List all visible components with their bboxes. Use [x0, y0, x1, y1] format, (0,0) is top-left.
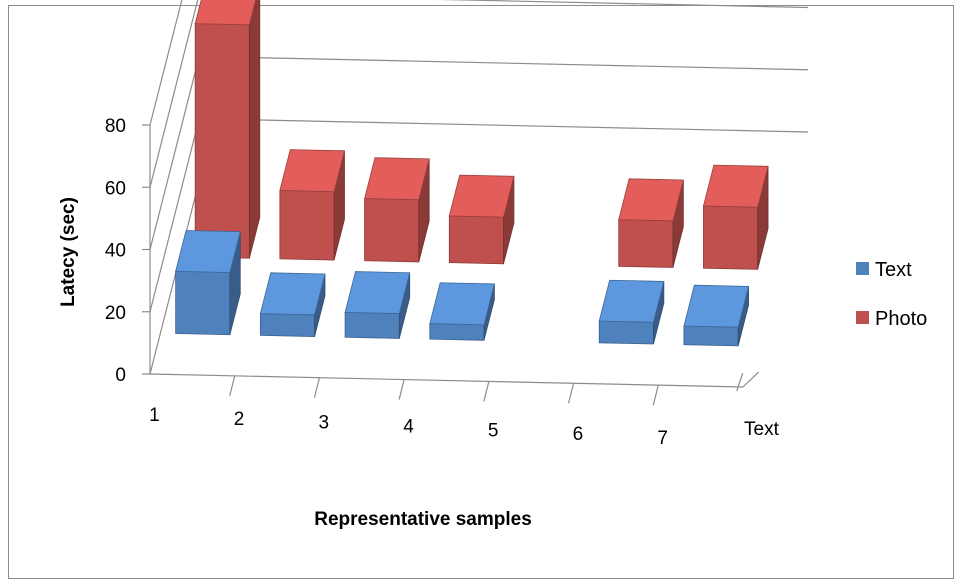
depth-axis-line	[742, 371, 760, 388]
bar-side-face	[248, 0, 261, 259]
bar-front-face	[175, 270, 231, 336]
bar-top-face	[598, 279, 665, 323]
bar-front-face	[259, 313, 315, 337]
bar-top-face	[279, 149, 345, 193]
bar-photo-6	[618, 178, 684, 268]
bar-text-1	[175, 230, 241, 336]
y-tick-label: 20	[105, 303, 126, 324]
bar-front-face	[618, 219, 674, 268]
bar-photo-7	[702, 164, 769, 270]
depth-axis-label: Text	[744, 419, 780, 440]
legend-swatch-text	[856, 262, 869, 275]
bar-front-face	[279, 190, 335, 261]
y-tick-label: 0	[115, 365, 126, 386]
bar-top-face	[618, 178, 684, 222]
y-tick-label: 60	[105, 178, 126, 199]
bar-top-face	[259, 272, 326, 316]
bar-top-face	[429, 282, 495, 326]
bar-photo-4	[448, 174, 515, 265]
bar-top-face	[175, 230, 241, 273]
depth-tick-mark	[736, 372, 744, 392]
tick-labels: 0 20 40 60 80 1 2 3 4 5 6 7	[105, 116, 668, 449]
x-tick-mark	[483, 381, 490, 402]
x-tick-label: 1	[149, 405, 160, 426]
bar-top-face	[194, 0, 257, 26]
bar-text-2	[259, 272, 326, 337]
x-tick-mark	[652, 384, 659, 406]
y-tick-label: 40	[105, 241, 126, 262]
x-tick-mark	[229, 375, 236, 397]
bar-text-4	[429, 282, 495, 341]
legend-label-text: Text	[875, 259, 912, 281]
x-tick-label: 4	[403, 417, 414, 438]
x-tick-label: 7	[657, 428, 668, 449]
x-tick-mark	[313, 377, 321, 398]
y-axis-title: Latecy (sec)	[58, 197, 79, 307]
bar-front-face	[194, 23, 250, 259]
legend-label-photo: Photo	[875, 308, 927, 330]
gridline-60	[149, 0, 199, 188]
bar-front-face	[364, 198, 420, 263]
legend: Text Photo	[856, 259, 927, 330]
bar-text-6	[598, 279, 665, 345]
bar-text-3	[344, 271, 411, 339]
bar-front-face	[448, 215, 504, 265]
bar-photo-2	[279, 149, 345, 261]
bar-front-face	[683, 325, 739, 347]
bar-photo-3	[364, 157, 430, 263]
gridline-80	[149, 0, 183, 126]
bar-text-7	[683, 284, 750, 347]
x-tick-label: 5	[488, 420, 499, 441]
bar-top-face	[448, 174, 515, 218]
bar-photo-1	[194, 0, 261, 259]
y-tick-label: 80	[105, 116, 126, 137]
bar-front-face	[429, 323, 485, 341]
bar-top-face	[702, 164, 769, 208]
bar-front-face	[703, 205, 759, 270]
legend-swatch-photo	[856, 311, 869, 324]
x-tick-label: 3	[318, 413, 329, 434]
bar-front-face	[598, 320, 654, 345]
bars	[175, 0, 769, 347]
gridline-40	[149, 0, 809, 250]
bar-top-face	[364, 157, 430, 201]
x-tick-mark	[567, 383, 575, 404]
x-tick-label: 6	[573, 424, 584, 445]
x-tick-label: 2	[234, 409, 245, 430]
bar-front-face	[344, 311, 400, 339]
bar-top-face	[344, 271, 411, 314]
x-tick-mark	[398, 379, 405, 400]
x-axis-line	[149, 373, 744, 388]
x-axis-title: Representative samples	[314, 509, 532, 530]
bar-top-face	[683, 284, 750, 328]
